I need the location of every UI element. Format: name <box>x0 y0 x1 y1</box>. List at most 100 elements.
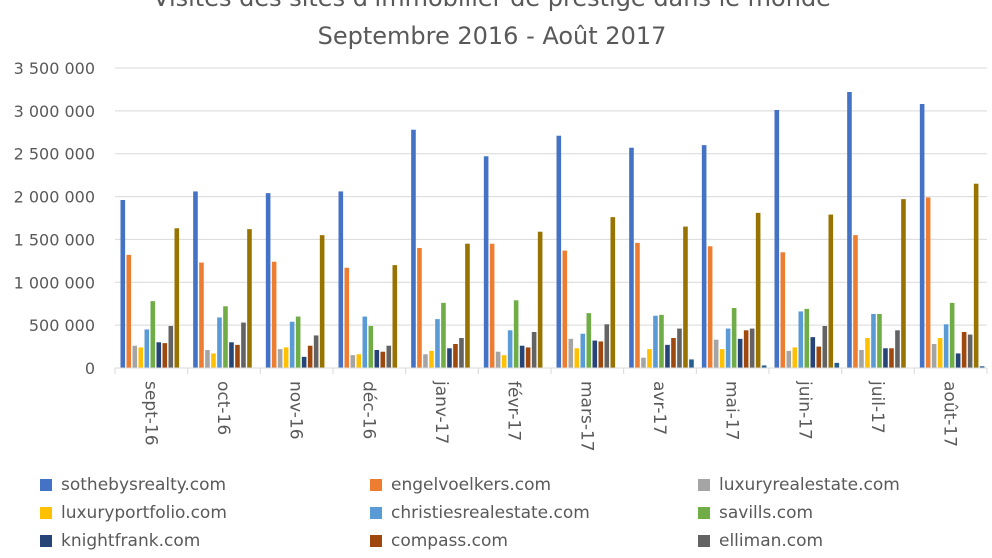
gridlines <box>115 67 987 326</box>
x-tick-label: févr-17 <box>504 381 524 441</box>
bar <box>919 104 925 368</box>
bar <box>247 229 252 368</box>
bar <box>780 252 786 368</box>
bar <box>429 350 434 368</box>
x-tick-label: août-17 <box>940 381 960 447</box>
legend-label: knightfrank.com <box>61 531 201 551</box>
bar <box>211 353 216 368</box>
bar <box>961 332 967 368</box>
bar <box>804 308 810 368</box>
bar <box>598 341 604 368</box>
bar <box>150 301 156 368</box>
bar <box>489 243 495 368</box>
bar <box>138 347 144 368</box>
y-tick-label: 3 000 000 <box>14 102 95 121</box>
y-tick-label: 2 500 000 <box>14 145 95 164</box>
legend-swatch <box>40 535 52 547</box>
bar <box>931 344 937 368</box>
bar <box>319 235 325 368</box>
bar <box>307 345 313 368</box>
bar <box>653 315 658 368</box>
x-tick-label: mars-17 <box>576 381 596 452</box>
legend-item: luxuryportfolio.com <box>40 500 227 526</box>
bar <box>979 366 985 368</box>
bar <box>495 351 501 368</box>
bar <box>937 338 943 368</box>
bar <box>731 308 737 368</box>
bar <box>871 314 876 368</box>
bar <box>537 231 543 368</box>
bar <box>641 357 646 368</box>
bar <box>973 183 979 368</box>
bar <box>701 145 707 368</box>
bar <box>761 365 767 368</box>
bar <box>392 265 398 368</box>
bar <box>647 349 652 368</box>
bar <box>853 235 858 368</box>
legend-label: engelvoelkers.com <box>391 475 552 495</box>
bar <box>411 129 416 368</box>
bar <box>859 350 864 368</box>
bar <box>162 343 168 368</box>
bar <box>156 342 162 368</box>
bar <box>743 330 749 368</box>
bar <box>707 246 713 368</box>
bar <box>798 311 804 368</box>
bar <box>229 342 234 368</box>
bar <box>568 338 574 368</box>
legend-label: savills.com <box>719 503 814 523</box>
bar <box>665 344 670 368</box>
y-tick-label: 1 000 000 <box>14 273 95 292</box>
bar <box>344 267 350 368</box>
bar <box>423 354 428 368</box>
y-tick-label: 500 000 <box>29 316 95 335</box>
bar <box>895 330 900 368</box>
y-tick-label: 0 <box>85 359 95 378</box>
bar <box>725 328 731 368</box>
x-tick-label: nov-16 <box>286 381 306 440</box>
legend-item: christiesrealestate.com <box>370 500 590 526</box>
legend-swatch <box>698 479 710 491</box>
bar <box>132 345 138 368</box>
y-axis: 0 500 000 1 000 000 1 500 000 2 000 000 2 500… <box>14 59 95 378</box>
legend-item: knightfrank.com <box>40 528 200 554</box>
bar <box>525 347 531 368</box>
bar <box>277 349 283 368</box>
bar <box>374 350 380 368</box>
bar <box>786 350 792 368</box>
x-tick-label: oct-16 <box>213 381 233 435</box>
bar <box>955 353 961 368</box>
bars <box>120 92 985 368</box>
bar <box>368 326 374 368</box>
bar <box>683 226 688 368</box>
bar <box>241 322 246 368</box>
legend-item: savills.com <box>698 500 813 526</box>
bar <box>889 348 894 368</box>
bar <box>749 328 755 368</box>
bar <box>713 339 719 368</box>
bar <box>223 306 228 368</box>
bar <box>755 212 761 368</box>
bar <box>792 347 798 368</box>
bar <box>604 324 610 368</box>
x-tick-label: sept-16 <box>140 381 160 446</box>
bar <box>459 338 464 368</box>
bar <box>199 262 204 368</box>
bar <box>283 347 289 368</box>
bar <box>883 348 888 368</box>
legend-label: elliman.com <box>719 531 824 551</box>
x-tick-label: juin-17 <box>794 380 814 440</box>
bar <box>435 319 440 368</box>
bar <box>417 248 422 368</box>
bar <box>877 314 882 368</box>
bar <box>592 340 598 368</box>
y-tick-label: 3 500 000 <box>14 59 95 78</box>
chart-title-line1: Visites des sites d'immobilier de presti… <box>153 0 831 12</box>
x-tick-label: avr-17 <box>649 381 669 435</box>
bar <box>847 92 852 368</box>
bar <box>574 348 580 368</box>
legend-swatch <box>40 507 52 519</box>
bar <box>441 302 446 368</box>
bar <box>501 355 507 368</box>
legend-item: elliman.com <box>698 528 823 554</box>
